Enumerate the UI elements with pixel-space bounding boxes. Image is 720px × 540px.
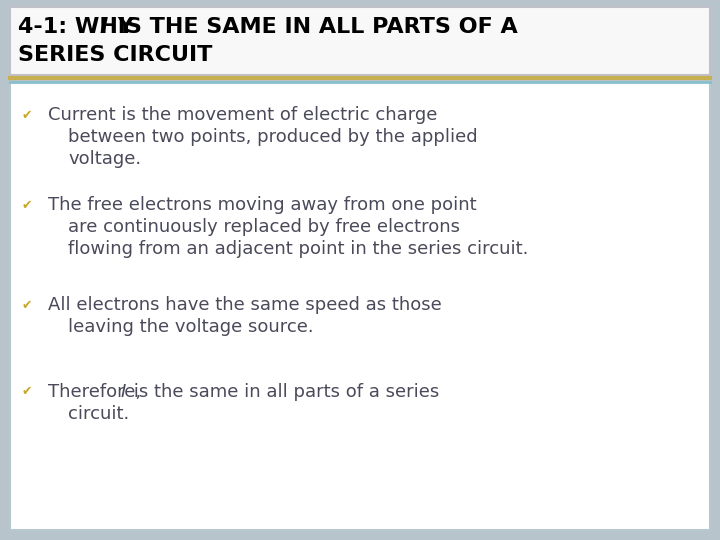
Text: circuit.: circuit. bbox=[68, 405, 130, 423]
Text: flowing from an adjacent point in the series circuit.: flowing from an adjacent point in the se… bbox=[68, 240, 528, 258]
Text: leaving the voltage source.: leaving the voltage source. bbox=[68, 318, 314, 336]
Text: All electrons have the same speed as those: All electrons have the same speed as tho… bbox=[48, 296, 442, 314]
Text: voltage.: voltage. bbox=[68, 150, 141, 168]
Text: ✔: ✔ bbox=[22, 199, 32, 212]
Text: SERIES CIRCUIT: SERIES CIRCUIT bbox=[18, 45, 212, 65]
Text: ✔: ✔ bbox=[22, 109, 32, 122]
Text: are continuously replaced by free electrons: are continuously replaced by free electr… bbox=[68, 218, 460, 236]
Text: 4-1: WHY: 4-1: WHY bbox=[18, 17, 142, 37]
Text: ✔: ✔ bbox=[22, 299, 32, 312]
Text: The free electrons moving away from one point: The free electrons moving away from one … bbox=[48, 196, 477, 214]
Bar bbox=[10, 82, 710, 530]
Text: I: I bbox=[121, 383, 126, 401]
Text: I: I bbox=[100, 17, 108, 37]
Bar bbox=[0, 270, 720, 540]
Text: between two points, produced by the applied: between two points, produced by the appl… bbox=[68, 128, 477, 146]
Bar bbox=[0, 0, 720, 270]
Text: Current is the movement of electric charge: Current is the movement of electric char… bbox=[48, 106, 437, 124]
Text: ✔: ✔ bbox=[22, 386, 32, 399]
Text: Therefore,: Therefore, bbox=[48, 383, 147, 401]
Text: is the same in all parts of a series: is the same in all parts of a series bbox=[128, 383, 439, 401]
Text: IS THE SAME IN ALL PARTS OF A: IS THE SAME IN ALL PARTS OF A bbox=[110, 17, 518, 37]
Bar bbox=[10, 7, 710, 75]
